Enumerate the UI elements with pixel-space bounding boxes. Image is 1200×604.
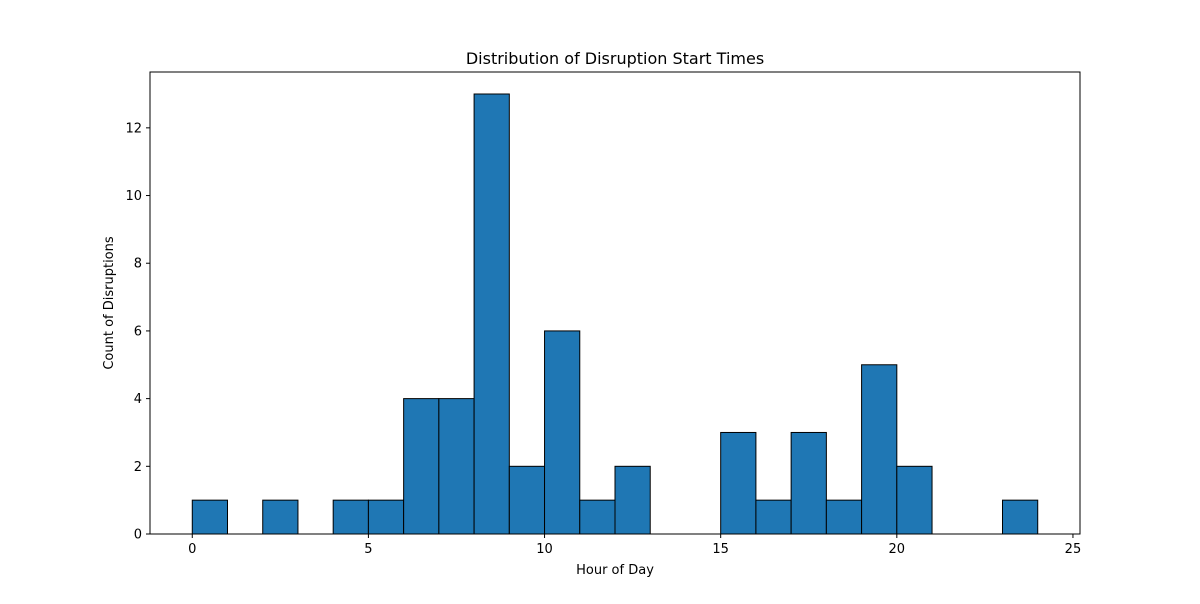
y-tick-label: 8 — [134, 257, 142, 272]
bars-layer — [191, 93, 1039, 535]
x-tick-label: 15 — [712, 542, 729, 557]
y-tick-label: 4 — [134, 392, 142, 407]
histogram-bar — [896, 465, 933, 535]
histogram-bar — [508, 465, 546, 535]
histogram-bar — [403, 398, 440, 535]
histogram-bar — [790, 431, 827, 535]
y-axis-label: Count of Disruptions — [102, 236, 117, 370]
histogram-bar — [438, 398, 475, 535]
histogram-bar — [755, 499, 792, 535]
x-axis-label: Hour of Day — [576, 563, 654, 578]
histogram-bar — [544, 330, 581, 535]
x-axis-ticks: 0 5 10 15 20 25 — [188, 534, 1081, 557]
y-tick-label: 0 — [134, 528, 142, 543]
x-tick-label: 25 — [1065, 542, 1082, 557]
histogram-bar — [614, 465, 651, 535]
y-tick-label: 12 — [125, 121, 142, 136]
histogram-bar — [579, 499, 616, 535]
histogram-bar — [473, 93, 510, 535]
histogram-bar — [825, 499, 863, 535]
histogram-bar — [191, 499, 228, 535]
y-tick-label: 6 — [134, 324, 142, 339]
y-tick-label: 10 — [125, 189, 142, 204]
y-tick-label: 2 — [134, 460, 142, 475]
x-tick-label: 10 — [536, 542, 553, 557]
x-tick-label: 20 — [889, 542, 906, 557]
y-axis-ticks: 0 2 4 6 8 10 12 — [125, 121, 150, 543]
x-tick-label: 0 — [188, 542, 196, 557]
histogram-bar — [1002, 499, 1039, 535]
x-tick-label: 5 — [364, 542, 372, 557]
histogram-bar — [861, 364, 898, 535]
chart-title: Distribution of Disruption Start Times — [466, 49, 764, 68]
histogram-bar — [720, 431, 757, 535]
histogram-bar — [332, 499, 369, 535]
histogram-bar — [367, 499, 405, 535]
plot-frame — [149, 71, 1081, 535]
histogram-bar — [262, 499, 299, 535]
